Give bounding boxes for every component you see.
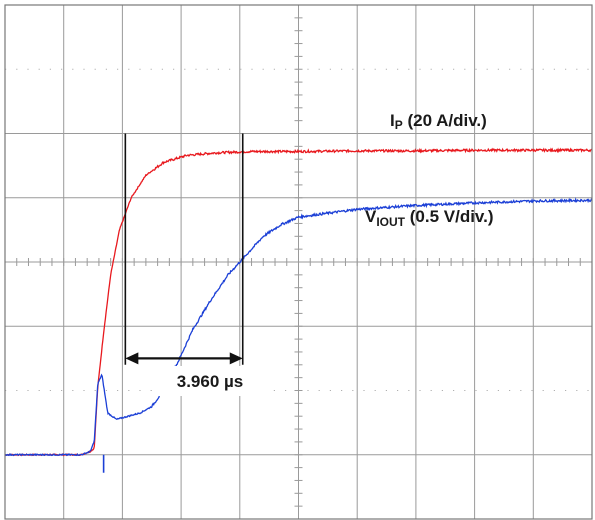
measurement-label: 3.960 µs [177,372,244,391]
label-viout: VIOUT (0.5 V/div.) [365,207,494,229]
label-ip-rest: (20 A/div.) [403,111,487,130]
measure-arrow-left [125,352,139,365]
label-ip: IP (20 A/div.) [390,111,487,132]
series-line-1 [4,197,593,457]
label-viout-main: V [365,207,377,226]
series-line-0 [4,147,593,457]
label-viout-rest: (0.5 V/div.) [405,207,494,226]
plot-border [4,4,593,520]
cursors [124,133,244,365]
measurement-box [152,366,268,396]
traces [4,147,593,473]
label-ip-sub: P [395,118,403,132]
measure-arrow-right [229,352,243,365]
label-ip-main: I [390,111,395,130]
label-viout-sub: IOUT [376,215,405,229]
grid [4,4,593,520]
